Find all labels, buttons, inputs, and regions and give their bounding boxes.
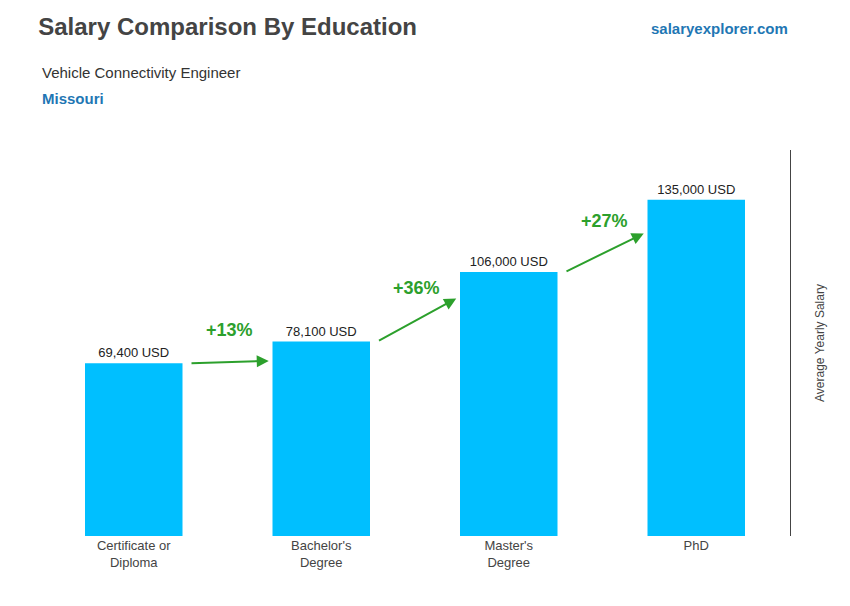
svg-text:Bachelor'sDegree: Bachelor'sDegree [291, 538, 352, 570]
svg-text:78,100 USD: 78,100 USD [286, 324, 357, 339]
svg-text:+36%: +36% [393, 278, 440, 298]
svg-text:PhD: PhD [684, 538, 709, 553]
svg-text:salaryexplorer.com: salaryexplorer.com [651, 20, 788, 37]
svg-text:+27%: +27% [581, 211, 628, 231]
svg-text:Certificate orDiploma: Certificate orDiploma [97, 538, 171, 570]
svg-text:Missouri: Missouri [42, 90, 104, 107]
svg-text:Salary Comparison By Education: Salary Comparison By Education [38, 13, 417, 40]
svg-text:69,400 USD: 69,400 USD [98, 345, 169, 360]
svg-text:106,000 USD: 106,000 USD [470, 254, 548, 269]
svg-text:Vehicle Connectivity Engineer: Vehicle Connectivity Engineer [42, 64, 240, 81]
svg-text:+13%: +13% [206, 320, 253, 340]
svg-text:135,000 USD: 135,000 USD [657, 182, 735, 197]
svg-text:Average Yearly Salary: Average Yearly Salary [813, 284, 827, 402]
svg-text:Master'sDegree: Master'sDegree [484, 538, 533, 570]
